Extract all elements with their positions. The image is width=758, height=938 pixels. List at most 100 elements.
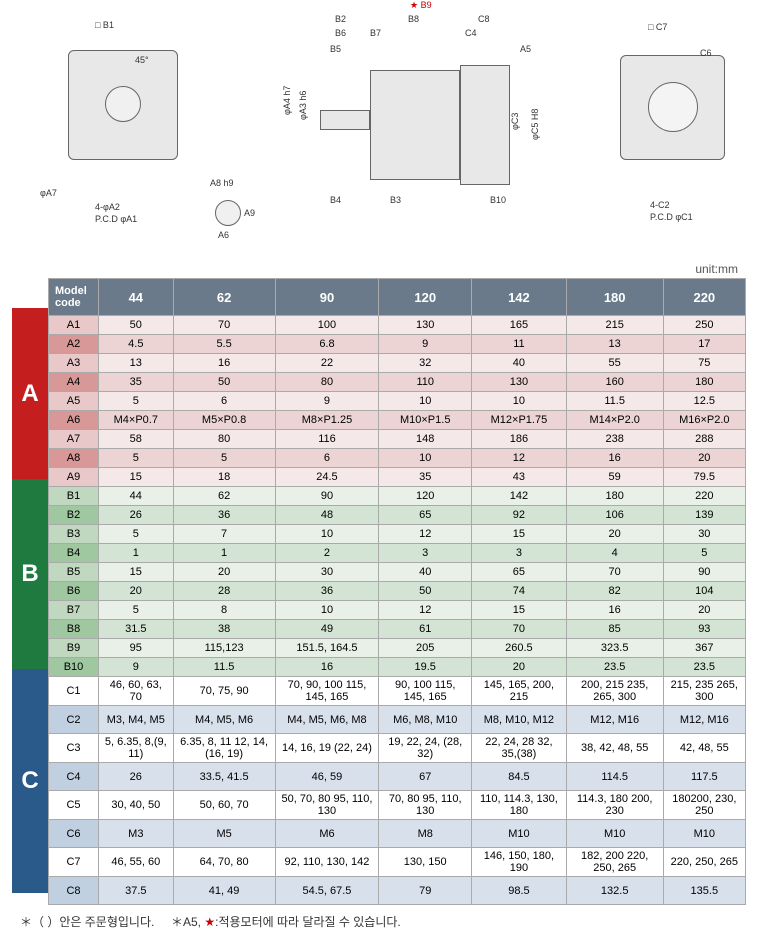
cell-A9-90: 24.5	[275, 468, 379, 487]
footnote-part3: :적용모터에 따라 달라질 수 있습니다.	[215, 915, 401, 929]
label-b7: B7	[370, 28, 381, 38]
cell-B4-44: 1	[99, 544, 174, 563]
cell-A4-180: 160	[566, 373, 663, 392]
cell-B2-220: 139	[663, 506, 745, 525]
cell-C7-220: 220, 250, 265	[663, 848, 745, 877]
cell-B10-62: 11.5	[173, 658, 275, 677]
cell-A6-220: M16×P2.0	[663, 411, 745, 430]
cell-C1-220: 215, 235 265, 300	[663, 677, 745, 706]
row-code-C2: C2	[49, 706, 99, 734]
cell-C1-142: 145, 165, 200, 215	[472, 677, 567, 706]
cell-A4-62: 50	[173, 373, 275, 392]
technical-diagram-area: □ B1 45° φA7 4-φA2 P.C.D φA1 A8 h9 A9 A6…	[0, 0, 758, 260]
cell-B2-142: 92	[472, 506, 567, 525]
cell-B2-44: 26	[99, 506, 174, 525]
cell-C5-220: 180200, 230, 250	[663, 791, 745, 820]
label-b1: □ B1	[95, 20, 114, 30]
cell-C3-120: 19, 22, 24, (28, 32)	[379, 734, 472, 763]
cell-B5-90: 30	[275, 563, 379, 582]
cell-B6-120: 50	[379, 582, 472, 601]
cell-B5-44: 15	[99, 563, 174, 582]
cell-A3-90: 22	[275, 354, 379, 373]
row-code-A3: A3	[49, 354, 99, 373]
table-row: B22636486592106139	[49, 506, 746, 525]
cell-C3-180: 38, 42, 48, 55	[566, 734, 663, 763]
cell-A9-180: 59	[566, 468, 663, 487]
cell-A1-180: 215	[566, 316, 663, 335]
cell-B5-180: 70	[566, 563, 663, 582]
cell-B1-180: 180	[566, 487, 663, 506]
header-col-90: 90	[275, 279, 379, 316]
cell-B4-120: 3	[379, 544, 472, 563]
cell-B3-62: 7	[173, 525, 275, 544]
cell-B3-180: 20	[566, 525, 663, 544]
label-4phiA2: 4-φA2	[95, 202, 120, 212]
cell-C3-62: 6.35, 8, 11 12, 14,(16, 19)	[173, 734, 275, 763]
table-row: B3571012152030	[49, 525, 746, 544]
cell-A8-142: 12	[472, 449, 567, 468]
cell-C1-62: 70, 75, 90	[173, 677, 275, 706]
cell-A5-62: 6	[173, 392, 275, 411]
cell-B8-62: 38	[173, 620, 275, 639]
table-row: B7581012151620	[49, 601, 746, 620]
cell-B10-44: 9	[99, 658, 174, 677]
cell-B9-44: 95	[99, 639, 174, 658]
label-b9: ★ B9	[410, 0, 432, 11]
cell-A5-44: 5	[99, 392, 174, 411]
cell-A3-180: 55	[566, 354, 663, 373]
cell-A3-142: 40	[472, 354, 567, 373]
label-4c2: 4-C2	[650, 200, 670, 210]
cell-A1-220: 250	[663, 316, 745, 335]
label-b6: B6	[335, 28, 346, 38]
table-row: C2M3, M4, M5M4, M5, M6M4, M5, M6, M8M6, …	[49, 706, 746, 734]
section-label-C: C	[12, 669, 48, 893]
cell-A7-220: 288	[663, 430, 745, 449]
row-code-B7: B7	[49, 601, 99, 620]
label-a8h9: A8 h9	[210, 178, 234, 188]
cell-C6-120: M8	[379, 820, 472, 848]
cell-A8-120: 10	[379, 449, 472, 468]
cell-C5-180: 114.3, 180 200, 230	[566, 791, 663, 820]
cell-A8-90: 6	[275, 449, 379, 468]
row-code-C8: C8	[49, 877, 99, 905]
label-phiA4: φA4 h7	[282, 86, 292, 115]
cell-C6-180: M10	[566, 820, 663, 848]
cell-A9-220: 79.5	[663, 468, 745, 487]
row-code-C7: C7	[49, 848, 99, 877]
table-row: C35, 6.35, 8,(9, 11)6.35, 8, 11 12, 14,(…	[49, 734, 746, 763]
cell-C6-44: M3	[99, 820, 174, 848]
table-row: C837.541, 4954.5, 67.57998.5132.5135.5	[49, 877, 746, 905]
cell-A3-220: 75	[663, 354, 745, 373]
label-b3: B3	[390, 195, 401, 205]
cell-A8-180: 16	[566, 449, 663, 468]
cell-C7-120: 130, 150	[379, 848, 472, 877]
cell-B10-180: 23.5	[566, 658, 663, 677]
cell-B4-142: 3	[472, 544, 567, 563]
cell-B5-220: 90	[663, 563, 745, 582]
cell-C3-44: 5, 6.35, 8,(9, 11)	[99, 734, 174, 763]
cell-B9-220: 367	[663, 639, 745, 658]
cell-C2-44: M3, M4, M5	[99, 706, 174, 734]
cell-C3-220: 42, 48, 55	[663, 734, 745, 763]
cell-B7-142: 15	[472, 601, 567, 620]
cell-B6-220: 104	[663, 582, 745, 601]
footnote-part2: ＊A5,	[171, 915, 204, 929]
cell-C7-62: 64, 70, 80	[173, 848, 275, 877]
label-c4: C4	[465, 28, 477, 38]
cell-A2-44: 4.5	[99, 335, 174, 354]
cell-C6-142: M10	[472, 820, 567, 848]
label-a6: A6	[218, 230, 229, 240]
header-col-142: 142	[472, 279, 567, 316]
label-phiA3: φA3 h6	[298, 91, 308, 120]
table-body: A15070100130165215250A24.55.56.89111317A…	[49, 316, 746, 905]
cell-C2-90: M4, M5, M6, M8	[275, 706, 379, 734]
label-phiC5: φC5 H8	[530, 109, 540, 140]
cell-B4-90: 2	[275, 544, 379, 563]
dimension-table: Model code446290120142180220 A1507010013…	[48, 278, 746, 905]
cell-A5-220: 12.5	[663, 392, 745, 411]
label-c6: C6	[700, 48, 712, 58]
cell-A2-62: 5.5	[173, 335, 275, 354]
label-a5: A5	[520, 44, 531, 54]
cell-C1-120: 90, 100 115, 145, 165	[379, 677, 472, 706]
cell-A2-142: 11	[472, 335, 567, 354]
